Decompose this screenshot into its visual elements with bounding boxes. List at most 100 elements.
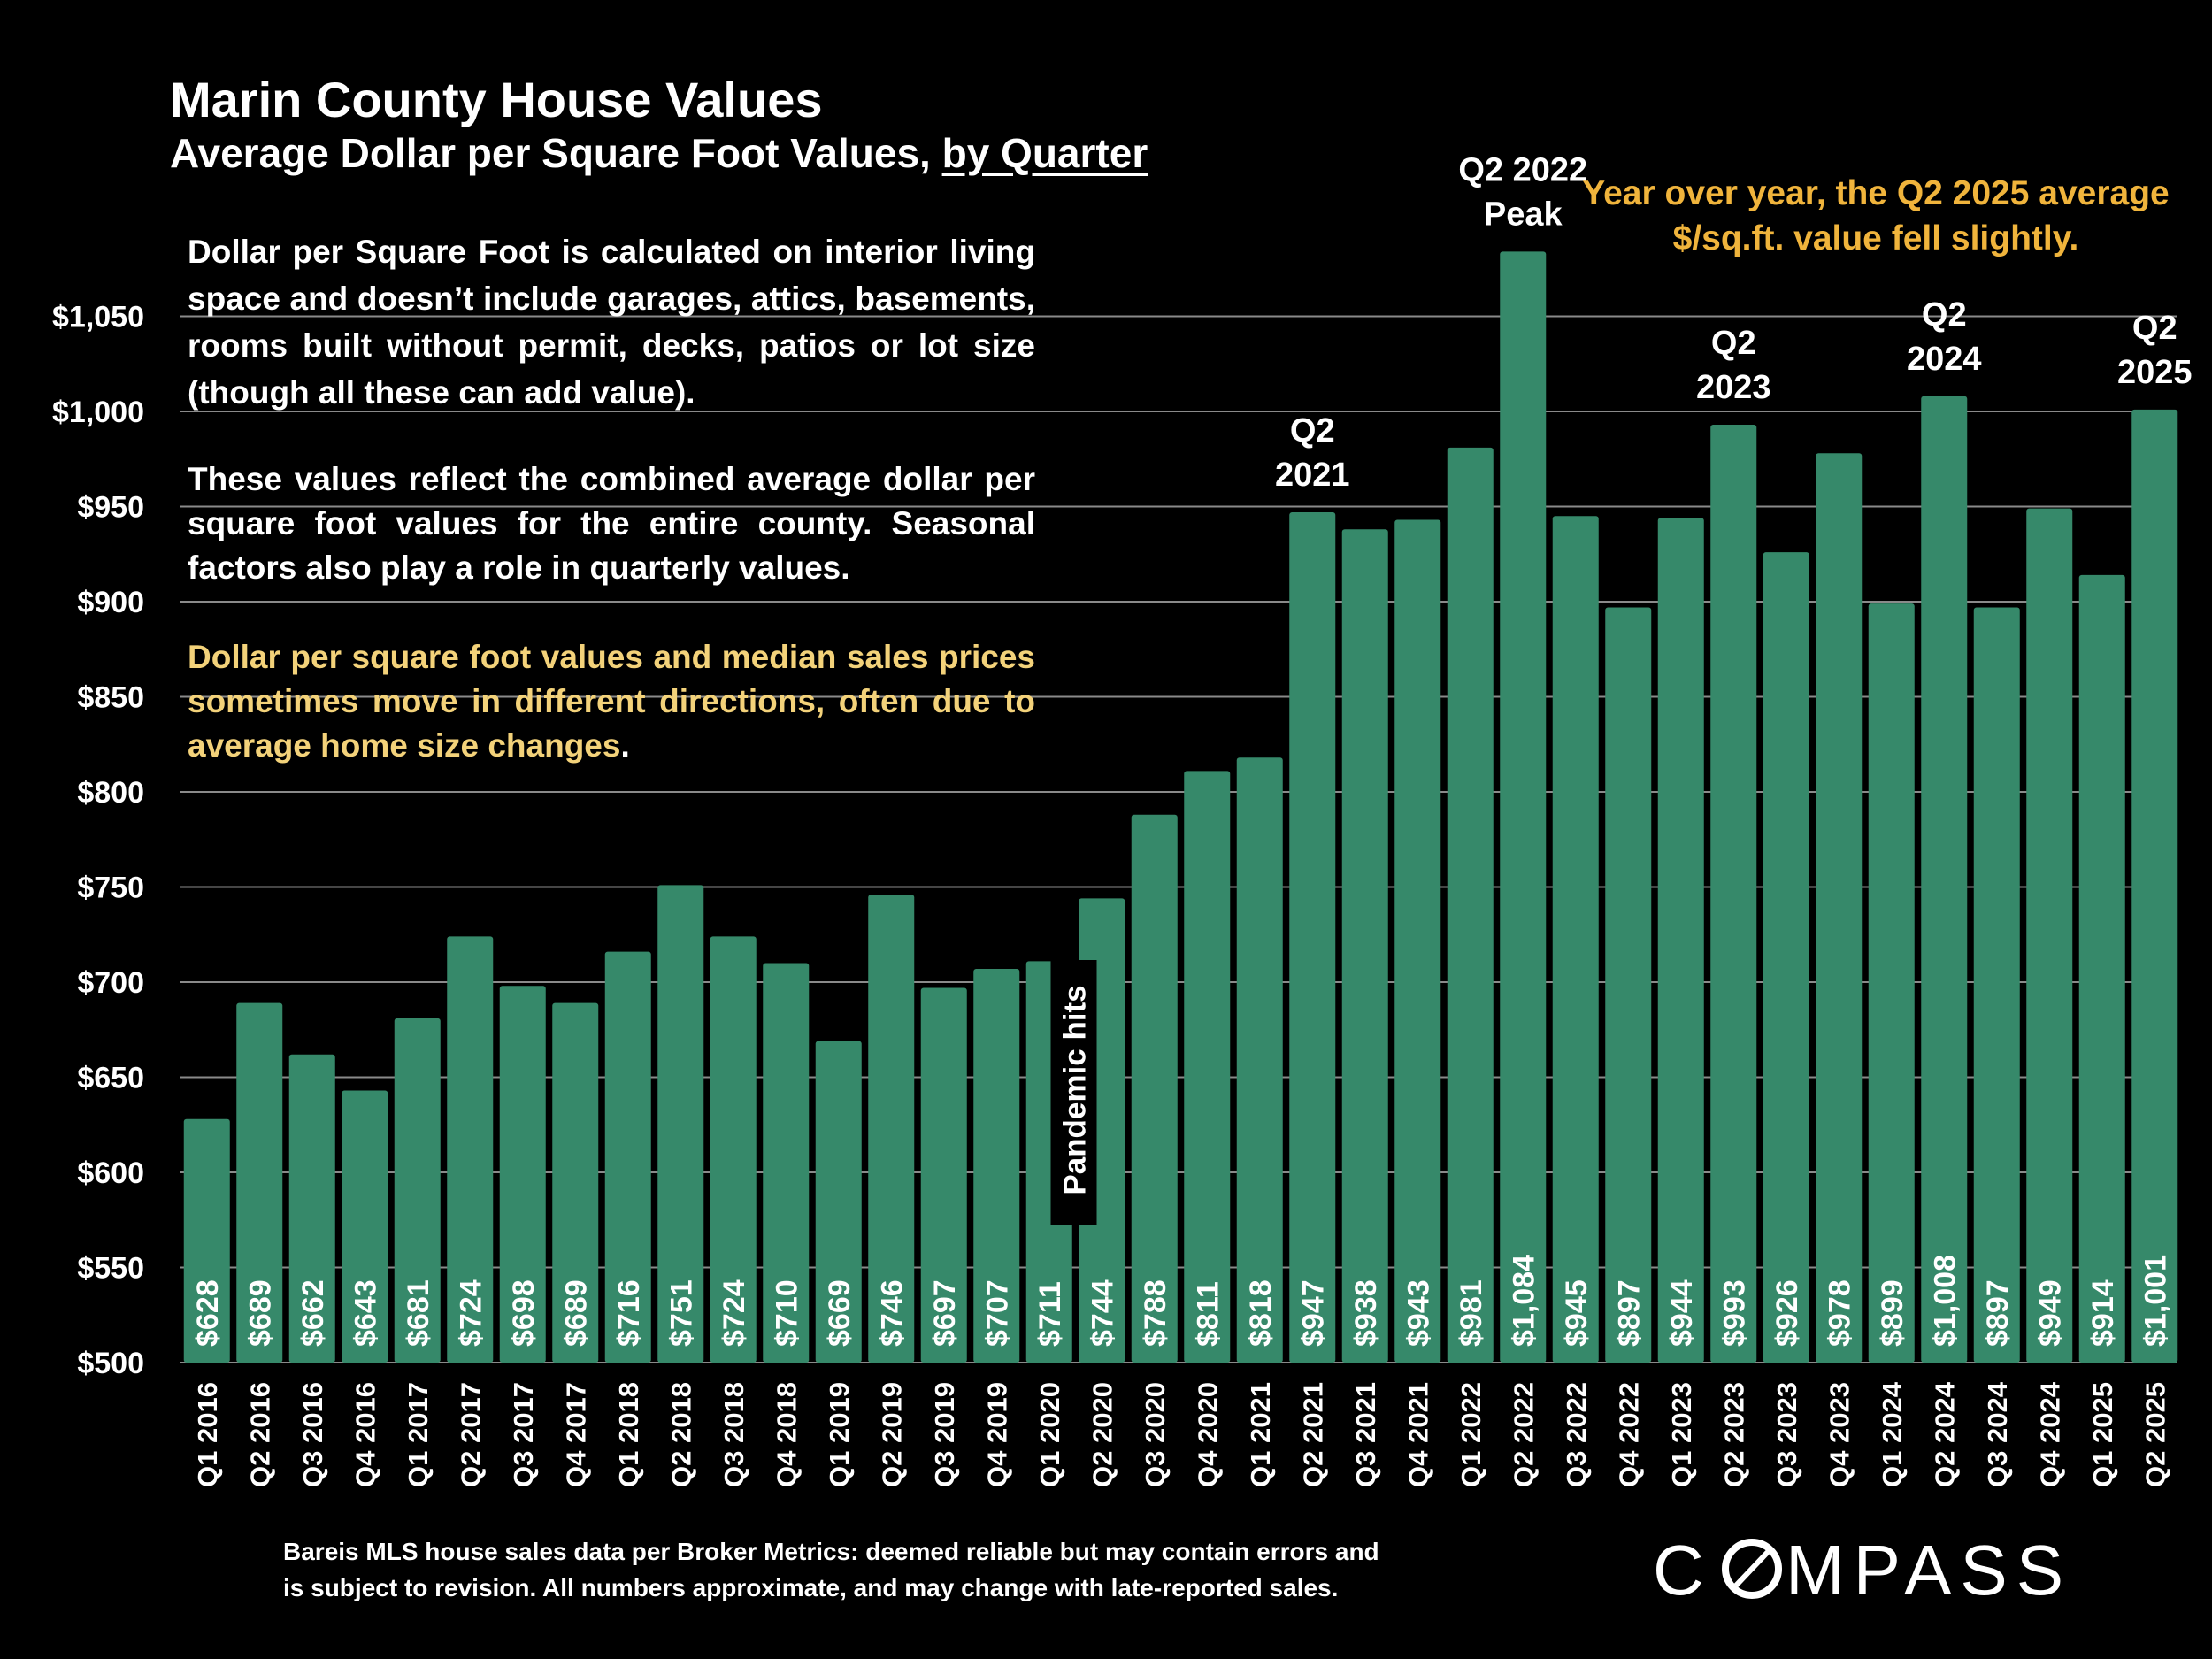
- x-tick-label: Q4 2021: [1402, 1382, 1433, 1487]
- note-median-vs-dollar: Dollar per square foot values and median…: [188, 635, 1035, 768]
- y-tick-label: $700: [77, 966, 144, 1000]
- bar: [2078, 574, 2125, 1363]
- x-tick-label: Q1 2024: [1877, 1381, 1908, 1487]
- x-tick-label: Q4 2024: [2034, 1381, 2065, 1487]
- x-tick-label: Q3 2016: [297, 1382, 328, 1487]
- note-median-vs-dollar-text: Dollar per square foot values and median…: [188, 639, 1035, 764]
- bar-value-label: $689: [559, 1279, 593, 1347]
- bar-value-label: $897: [1981, 1279, 2015, 1347]
- bar: [763, 963, 810, 1363]
- x-tick-label: Q2 2023: [1718, 1382, 1749, 1487]
- chart-subtitle: Average Dollar per Square Foot Values, b…: [170, 129, 1148, 177]
- bar-value-label: $981: [1455, 1279, 1488, 1347]
- bar: [2131, 409, 2178, 1363]
- x-tick-label: Q2 2018: [665, 1382, 696, 1487]
- bar-value-label: $811: [1191, 1281, 1225, 1347]
- bar-value-label: $707: [980, 1279, 1014, 1347]
- y-tick-label: $600: [77, 1156, 144, 1190]
- footnote-line-2: is subject to revision. All numbers appr…: [283, 1574, 1339, 1601]
- x-tick-label: Q3 2019: [929, 1382, 960, 1487]
- x-tick-label: Q4 2019: [981, 1382, 1012, 1487]
- bar-value-label: $1,084: [1507, 1255, 1540, 1347]
- bar-value-label: $978: [1823, 1279, 1856, 1347]
- bar-value-label: $818: [1244, 1279, 1278, 1347]
- note-county-average: These values reflect the combined averag…: [188, 461, 1035, 586]
- logo-letters-c: C: [1653, 1531, 1713, 1609]
- bar-value-label: $926: [1770, 1279, 1804, 1347]
- event-label-background: [1050, 960, 1097, 1225]
- bar-value-label: $681: [402, 1279, 435, 1347]
- bar-value-label: $746: [875, 1279, 909, 1347]
- x-tick-label: Q2 2021: [1297, 1382, 1328, 1487]
- bar: [868, 895, 915, 1363]
- bar-value-label: $724: [454, 1279, 488, 1347]
- bar-value-label: $947: [1296, 1279, 1330, 1347]
- note-definition: Dollar per Square Foot is calculated on …: [188, 234, 1035, 411]
- y-tick-label: $800: [77, 776, 144, 810]
- bar: [1710, 425, 1757, 1363]
- bar: [1447, 447, 1494, 1363]
- bar-value-label: $698: [507, 1279, 541, 1347]
- bar: [1921, 396, 1968, 1363]
- x-tick-label: Q4 2018: [771, 1382, 802, 1487]
- logo-o-compass-icon: [1722, 1539, 1782, 1599]
- x-tick-label: Q1 2017: [403, 1382, 434, 1487]
- bar: [236, 1002, 283, 1363]
- bar-value-label: $944: [1665, 1279, 1699, 1347]
- x-tick-label: Q3 2021: [1350, 1382, 1381, 1487]
- bar-value-label: $710: [770, 1279, 803, 1347]
- x-tick-label: Q4 2022: [1613, 1382, 1644, 1487]
- subtitle-main: Average Dollar per Square Foot Values,: [170, 130, 942, 176]
- chart-title: Marin County House Values: [170, 72, 823, 127]
- bar: [342, 1090, 388, 1363]
- x-tick-label: Q1 2016: [192, 1382, 223, 1487]
- x-tick-label: Q2 2022: [1508, 1382, 1539, 1487]
- pandemic-hits-label: Pandemic hits: [1058, 985, 1093, 1194]
- bar-value-label: $643: [349, 1279, 382, 1347]
- bar-value-label: $897: [1612, 1279, 1646, 1347]
- bar: [1184, 771, 1231, 1363]
- x-tick-label: Q2 2017: [455, 1382, 486, 1487]
- x-tick-label: Q3 2018: [718, 1382, 749, 1487]
- bar-annotations: Pandemic hits Q2 2021 Q2 2022 Peak Q2 2023 Q2 20…: [1050, 151, 2193, 1225]
- x-tick-label: Q2 2024: [1929, 1381, 1960, 1487]
- bar: [183, 1118, 230, 1363]
- y-tick-label: $950: [77, 491, 144, 525]
- x-tick-label: Q1 2020: [1034, 1382, 1065, 1487]
- bar-annotation-line: Peak: [1484, 196, 1563, 233]
- bar: [1973, 607, 2020, 1363]
- bar: [447, 936, 494, 1363]
- bar: [604, 951, 651, 1363]
- x-tick-label: Q4 2023: [1824, 1382, 1855, 1487]
- bar: [1763, 552, 1809, 1363]
- x-tick-label: Q1 2023: [1666, 1382, 1697, 1487]
- bar: [1605, 607, 1652, 1363]
- bar-value-label: $788: [1139, 1279, 1172, 1347]
- bar: [499, 986, 546, 1363]
- x-tick-label: Q2 2016: [244, 1382, 275, 1487]
- bar-annotation-line: Q2: [2132, 310, 2177, 347]
- bar-value-label: $751: [664, 1279, 698, 1347]
- bar-value-label: $716: [612, 1279, 646, 1347]
- bar: [1289, 511, 1336, 1363]
- bar-value-label: $711: [1033, 1281, 1067, 1347]
- subtitle-by-quarter: by Quarter: [941, 130, 1148, 176]
- note-period: .: [620, 727, 630, 764]
- bar: [552, 1002, 599, 1363]
- bar-value-label: $1,008: [1928, 1255, 1962, 1347]
- bar-value-label: $914: [2086, 1279, 2120, 1347]
- bar: [920, 987, 967, 1363]
- bar-annotation-line: 2023: [1696, 369, 1771, 406]
- x-tick-label: Q3 2022: [1561, 1382, 1592, 1487]
- bar: [288, 1054, 335, 1363]
- bar-value-label: $899: [1876, 1279, 1909, 1347]
- bar: [1236, 757, 1283, 1363]
- y-tick-label: $850: [77, 681, 144, 715]
- y-tick-label: $900: [77, 586, 144, 619]
- x-tick-label: Q2 2025: [2139, 1382, 2170, 1487]
- x-tick-label: Q1 2021: [1245, 1382, 1276, 1487]
- bar-value-label: $943: [1402, 1279, 1435, 1347]
- bar-value-label: $628: [191, 1279, 225, 1347]
- bar: [1131, 814, 1178, 1363]
- x-tick-label: Q3 2017: [508, 1382, 539, 1487]
